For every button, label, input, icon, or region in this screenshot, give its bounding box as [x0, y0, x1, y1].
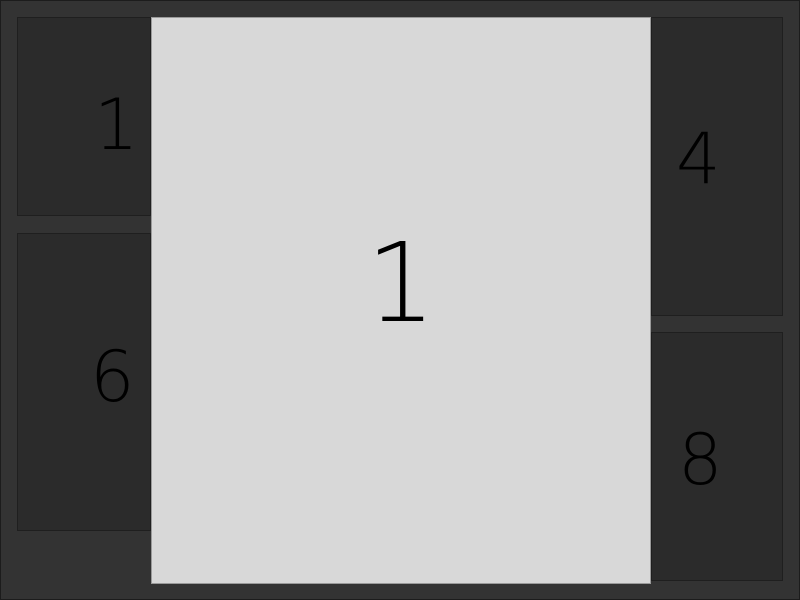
tile-left-top[interactable]: 1 [17, 17, 151, 216]
tile-number: 8 [678, 419, 723, 501]
tile-right-top[interactable]: 4 [651, 17, 783, 316]
tile-right-bottom[interactable]: 8 [651, 332, 783, 581]
tile-number: 4 [676, 118, 721, 200]
tile-number: 1 [94, 84, 139, 166]
focused-tile-number: 1 [366, 219, 436, 347]
tile-number: 6 [90, 336, 135, 418]
focused-tile[interactable]: 1 [151, 17, 651, 584]
tile-left-bottom[interactable]: 6 [17, 233, 151, 531]
